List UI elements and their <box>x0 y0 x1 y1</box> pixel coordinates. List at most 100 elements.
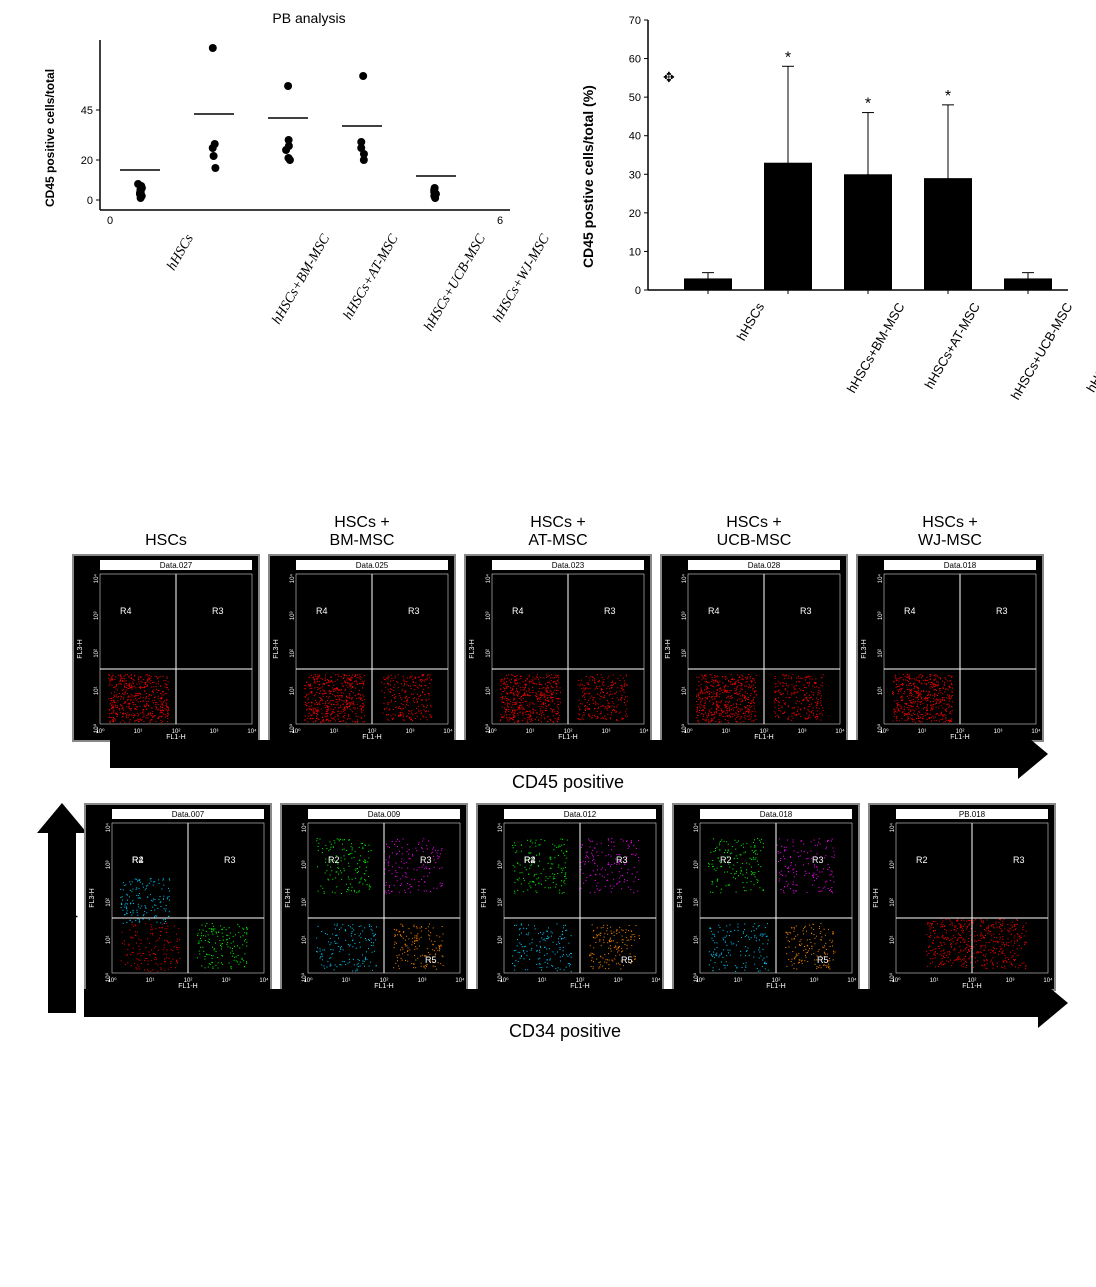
svg-text:10¹: 10¹ <box>486 686 492 695</box>
svg-text:10¹: 10¹ <box>94 686 100 695</box>
scatter-chart: PB analysis CD45 positive cells/total 02… <box>30 10 528 390</box>
svg-text:10⁰: 10⁰ <box>485 723 492 733</box>
svg-text:0: 0 <box>635 285 641 297</box>
svg-text:10³: 10³ <box>406 729 415 735</box>
flow-plot: Data.018R2R3R510⁰10⁰10¹10¹10²10²10³10³10… <box>672 803 860 991</box>
flow-panel: Data.007R4R3R210⁰10⁰10¹10¹10²10²10³10³10… <box>84 803 272 991</box>
svg-text:50: 50 <box>629 92 641 104</box>
svg-text:0: 0 <box>107 215 113 227</box>
svg-text:40: 40 <box>629 131 641 143</box>
svg-text:10³: 10³ <box>798 729 807 735</box>
svg-text:10⁴: 10⁴ <box>443 728 453 735</box>
svg-text:FL3-H: FL3-H <box>77 639 84 658</box>
svg-text:R2: R2 <box>132 855 144 865</box>
svg-text:10³: 10³ <box>418 978 427 984</box>
svg-text:R3: R3 <box>996 606 1008 616</box>
svg-text:10³: 10³ <box>94 611 100 620</box>
flow-plot: Data.012R2R3R4R510⁰10⁰10¹10¹10²10²10³10³… <box>476 803 664 991</box>
svg-text:10¹: 10¹ <box>330 729 339 735</box>
svg-text:R4: R4 <box>708 606 720 616</box>
svg-text:R2: R2 <box>328 855 340 865</box>
svg-text:10³: 10³ <box>210 729 219 735</box>
svg-text:FL3-H: FL3-H <box>665 639 672 658</box>
flow-panel: PB.018R3R210⁰10⁰10¹10¹10²10²10³10³10⁴10⁴… <box>868 803 1056 991</box>
svg-text:R3: R3 <box>800 606 812 616</box>
svg-text:10³: 10³ <box>994 729 1003 735</box>
svg-text:10⁴: 10⁴ <box>835 728 845 735</box>
svg-text:10⁴: 10⁴ <box>93 574 100 584</box>
svg-text:10⁴: 10⁴ <box>105 823 112 833</box>
svg-text:10¹: 10¹ <box>722 729 731 735</box>
flow-panel: HSCs +AT-MSCData.023R4R310⁰10⁰10¹10¹10²1… <box>464 510 652 742</box>
svg-text:10¹: 10¹ <box>526 729 535 735</box>
flow-plot: PB.018R3R210⁰10⁰10¹10¹10²10²10³10³10⁴10⁴… <box>868 803 1056 991</box>
svg-text:10³: 10³ <box>486 611 492 620</box>
bar-ylabel: CD45 postive cells/total (%) <box>580 48 596 268</box>
flow-plot: Data.025R4R310⁰10⁰10¹10¹10²10²10³10³10⁴1… <box>268 554 456 742</box>
svg-text:R3: R3 <box>224 855 236 865</box>
svg-text:30: 30 <box>629 169 641 181</box>
svg-text:6: 6 <box>497 215 503 227</box>
svg-text:FL3-H: FL3-H <box>469 639 476 658</box>
svg-text:Data.028: Data.028 <box>748 561 781 570</box>
cd45-v-label: CD45 positive <box>58 857 79 969</box>
flow-plot: Data.009R2R3R510⁰10⁰10¹10¹10²10²10³10³10… <box>280 803 468 991</box>
cd45-arrow <box>110 740 1026 768</box>
svg-text:FL3-H: FL3-H <box>273 639 280 658</box>
flow-panel-label: HSCs +AT-MSC <box>464 510 652 554</box>
svg-text:10⁴: 10⁴ <box>639 728 649 735</box>
svg-text:10⁴: 10⁴ <box>247 728 257 735</box>
svg-text:Data.018: Data.018 <box>944 561 977 570</box>
flow-plot: Data.023R4R310⁰10⁰10¹10¹10²10²10³10³10⁴1… <box>464 554 652 742</box>
svg-text:Data.023: Data.023 <box>552 561 585 570</box>
bar-xtick-label: hHSCs+BM-MSC <box>844 300 908 395</box>
flow-row-2-layout: CD45 positive Data.007R4R3R210⁰10⁰10¹10¹… <box>40 803 1056 1042</box>
svg-text:10¹: 10¹ <box>918 729 927 735</box>
bar-plot-area: 010203040506070*** <box>618 10 1078 310</box>
svg-text:R3: R3 <box>420 855 432 865</box>
svg-text:10⁰: 10⁰ <box>93 723 100 733</box>
svg-text:10²: 10² <box>302 898 308 907</box>
svg-text:*: * <box>865 96 871 113</box>
svg-text:45: 45 <box>81 105 93 117</box>
svg-text:10³: 10³ <box>222 978 231 984</box>
top-charts-row: PB analysis CD45 positive cells/total 02… <box>10 10 1086 440</box>
svg-text:10³: 10³ <box>602 729 611 735</box>
flow-panel: Data.009R2R3R510⁰10⁰10¹10¹10²10²10³10³10… <box>280 803 468 991</box>
flow-panel-label: HSCs +BM-MSC <box>268 510 456 554</box>
svg-text:10⁴: 10⁴ <box>301 823 308 833</box>
svg-text:Data.025: Data.025 <box>356 561 389 570</box>
svg-text:Data.007: Data.007 <box>172 810 205 819</box>
cd45-v-arrow-container: CD45 positive <box>40 825 84 1013</box>
svg-text:10¹: 10¹ <box>342 978 351 984</box>
svg-text:10: 10 <box>629 246 641 258</box>
flow-plot: Data.018R4R310⁰10⁰10¹10¹10²10²10³10³10⁴1… <box>856 554 1044 742</box>
cd45-arrow-container: CD45 positive <box>110 740 1026 793</box>
svg-text:10⁰: 10⁰ <box>105 972 112 982</box>
svg-text:R4: R4 <box>316 606 328 616</box>
svg-text:10¹: 10¹ <box>682 686 688 695</box>
bar-xtick-label: hHSCs+UCB-MSC <box>1008 300 1076 402</box>
svg-text:10⁰: 10⁰ <box>681 723 688 733</box>
svg-text:10³: 10³ <box>290 611 296 620</box>
svg-text:10²: 10² <box>290 649 296 658</box>
svg-text:10⁴: 10⁴ <box>485 574 492 584</box>
cd34-arrow <box>84 989 1046 1017</box>
svg-text:10²: 10² <box>486 649 492 658</box>
svg-text:10¹: 10¹ <box>878 686 884 695</box>
svg-text:10¹: 10¹ <box>302 935 308 944</box>
flow-row-2: Data.007R4R3R210⁰10⁰10¹10¹10²10²10³10³10… <box>84 803 1056 991</box>
svg-text:0: 0 <box>87 195 93 207</box>
flow-panel-label: HSCs +UCB-MSC <box>660 510 848 554</box>
cd45-label: CD45 positive <box>110 772 1026 793</box>
flow-panel: HSCs +UCB-MSCData.028R4R310⁰10⁰10¹10¹10²… <box>660 510 848 742</box>
flow-panel: Data.012R2R3R4R510⁰10⁰10¹10¹10²10²10³10³… <box>476 803 664 991</box>
svg-text:Data.009: Data.009 <box>368 810 401 819</box>
svg-text:10⁴: 10⁴ <box>289 574 296 584</box>
scatter-title: PB analysis <box>90 10 528 26</box>
svg-text:Data.012: Data.012 <box>564 810 597 819</box>
svg-text:10²: 10² <box>878 649 884 658</box>
svg-text:R4: R4 <box>120 606 132 616</box>
flow-row-1: HSCsData.027R4R310⁰10⁰10¹10¹10²10²10³10³… <box>60 510 1056 742</box>
svg-text:R3: R3 <box>212 606 224 616</box>
